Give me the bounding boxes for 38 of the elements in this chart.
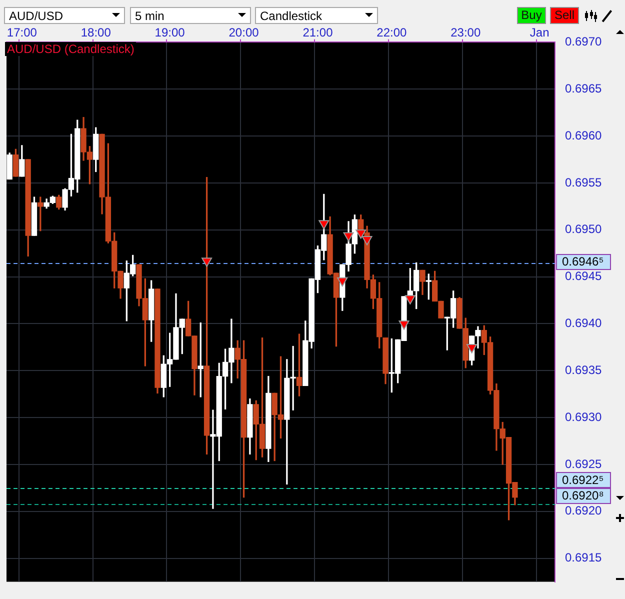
- x-tick-label: 18:00: [80, 25, 112, 40]
- y-tick-label: 0.6950: [565, 222, 602, 236]
- y-tick-label: 0.6935: [565, 362, 602, 377]
- point: [202, 258, 212, 267]
- x-tick-label: Jan: [530, 25, 550, 40]
- button: Sell: [550, 7, 579, 24]
- y-tick-label: 0.6945: [565, 269, 602, 284]
- dropdown: AUD/USD: [4, 7, 125, 24]
- y-tick-label: 0.6960: [565, 128, 602, 142]
- point: [404, 295, 416, 304]
- y-tick-label: 0.6930: [565, 410, 602, 424]
- y-tick-label: 0.6920: [565, 504, 602, 518]
- ref-line-label: 0.6946⁵: [562, 254, 604, 269]
- y-tick-label: 0.6965: [565, 81, 602, 96]
- dropdown: Candlestick: [255, 7, 378, 24]
- point: [337, 277, 348, 287]
- ref-line-label: 0.6922⁵: [562, 472, 604, 487]
- point: [356, 229, 366, 239]
- point: [466, 344, 478, 354]
- chart-title: AUD/USD (Candlestick): [5, 42, 136, 56]
- y-tick-label: 0.6915: [565, 550, 602, 565]
- point: [398, 320, 410, 330]
- button: Buy: [517, 7, 546, 24]
- x-tick-label: 17:00: [6, 25, 38, 40]
- point: [343, 232, 354, 242]
- y-tick-label: 0.6925: [565, 456, 602, 471]
- point: [318, 220, 330, 230]
- x-tick-label: 23:00: [450, 25, 481, 40]
- x-tick-label: 19:00: [154, 25, 186, 40]
- y-tick-label: 0.6940: [565, 316, 602, 330]
- x-tick-label: 21:00: [302, 25, 334, 40]
- ref-line-label: 0.6920⁸: [562, 488, 604, 503]
- y-tick-label: 0.6970: [565, 34, 602, 49]
- x-tick-label: 20:00: [228, 25, 260, 40]
- dropdown: 5 min: [130, 7, 251, 24]
- point: [362, 236, 372, 246]
- y-tick-label: 0.6955: [565, 175, 602, 190]
- x-tick-label: 22:00: [376, 25, 408, 40]
